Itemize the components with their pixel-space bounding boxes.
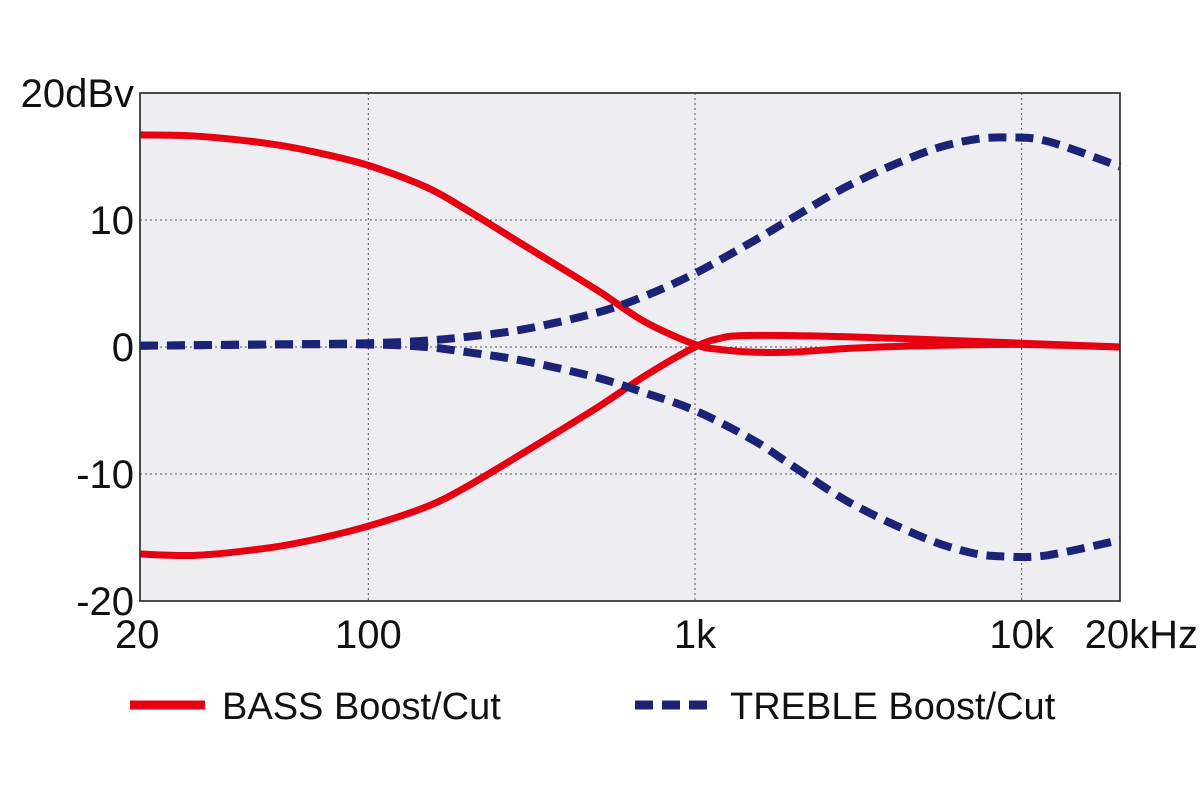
x-tick-label: 20 — [115, 613, 160, 657]
x-tick-label: 1k — [674, 613, 717, 657]
x-axis-ticks: 20 100 1k 10k 20kHz — [115, 613, 1198, 657]
legend: BASS Boost/Cut TREBLE Boost/Cut — [130, 686, 1056, 728]
x-tick-label: 20kHz — [1085, 613, 1198, 657]
y-tick-label: 20dBv — [21, 72, 134, 116]
legend-label-2: TREBLE Boost/Cut — [730, 686, 1056, 728]
y-tick-label: -20 — [76, 580, 134, 624]
plot-frame — [139, 92, 1121, 602]
y-tick-label: 0 — [112, 326, 134, 370]
y-axis-ticks: 20dBv 10 0 -10 -20 — [21, 72, 134, 624]
legend-label-1: BASS Boost/Cut — [222, 686, 501, 728]
y-tick-label: -10 — [76, 453, 134, 497]
x-tick-label: 100 — [335, 613, 402, 657]
y-tick-label: 10 — [90, 199, 135, 243]
series-line-1 — [139, 131, 1121, 356]
series-line-3 — [139, 133, 1122, 350]
series-layer — [139, 131, 1122, 562]
x-tick-label: 10k — [989, 613, 1054, 657]
